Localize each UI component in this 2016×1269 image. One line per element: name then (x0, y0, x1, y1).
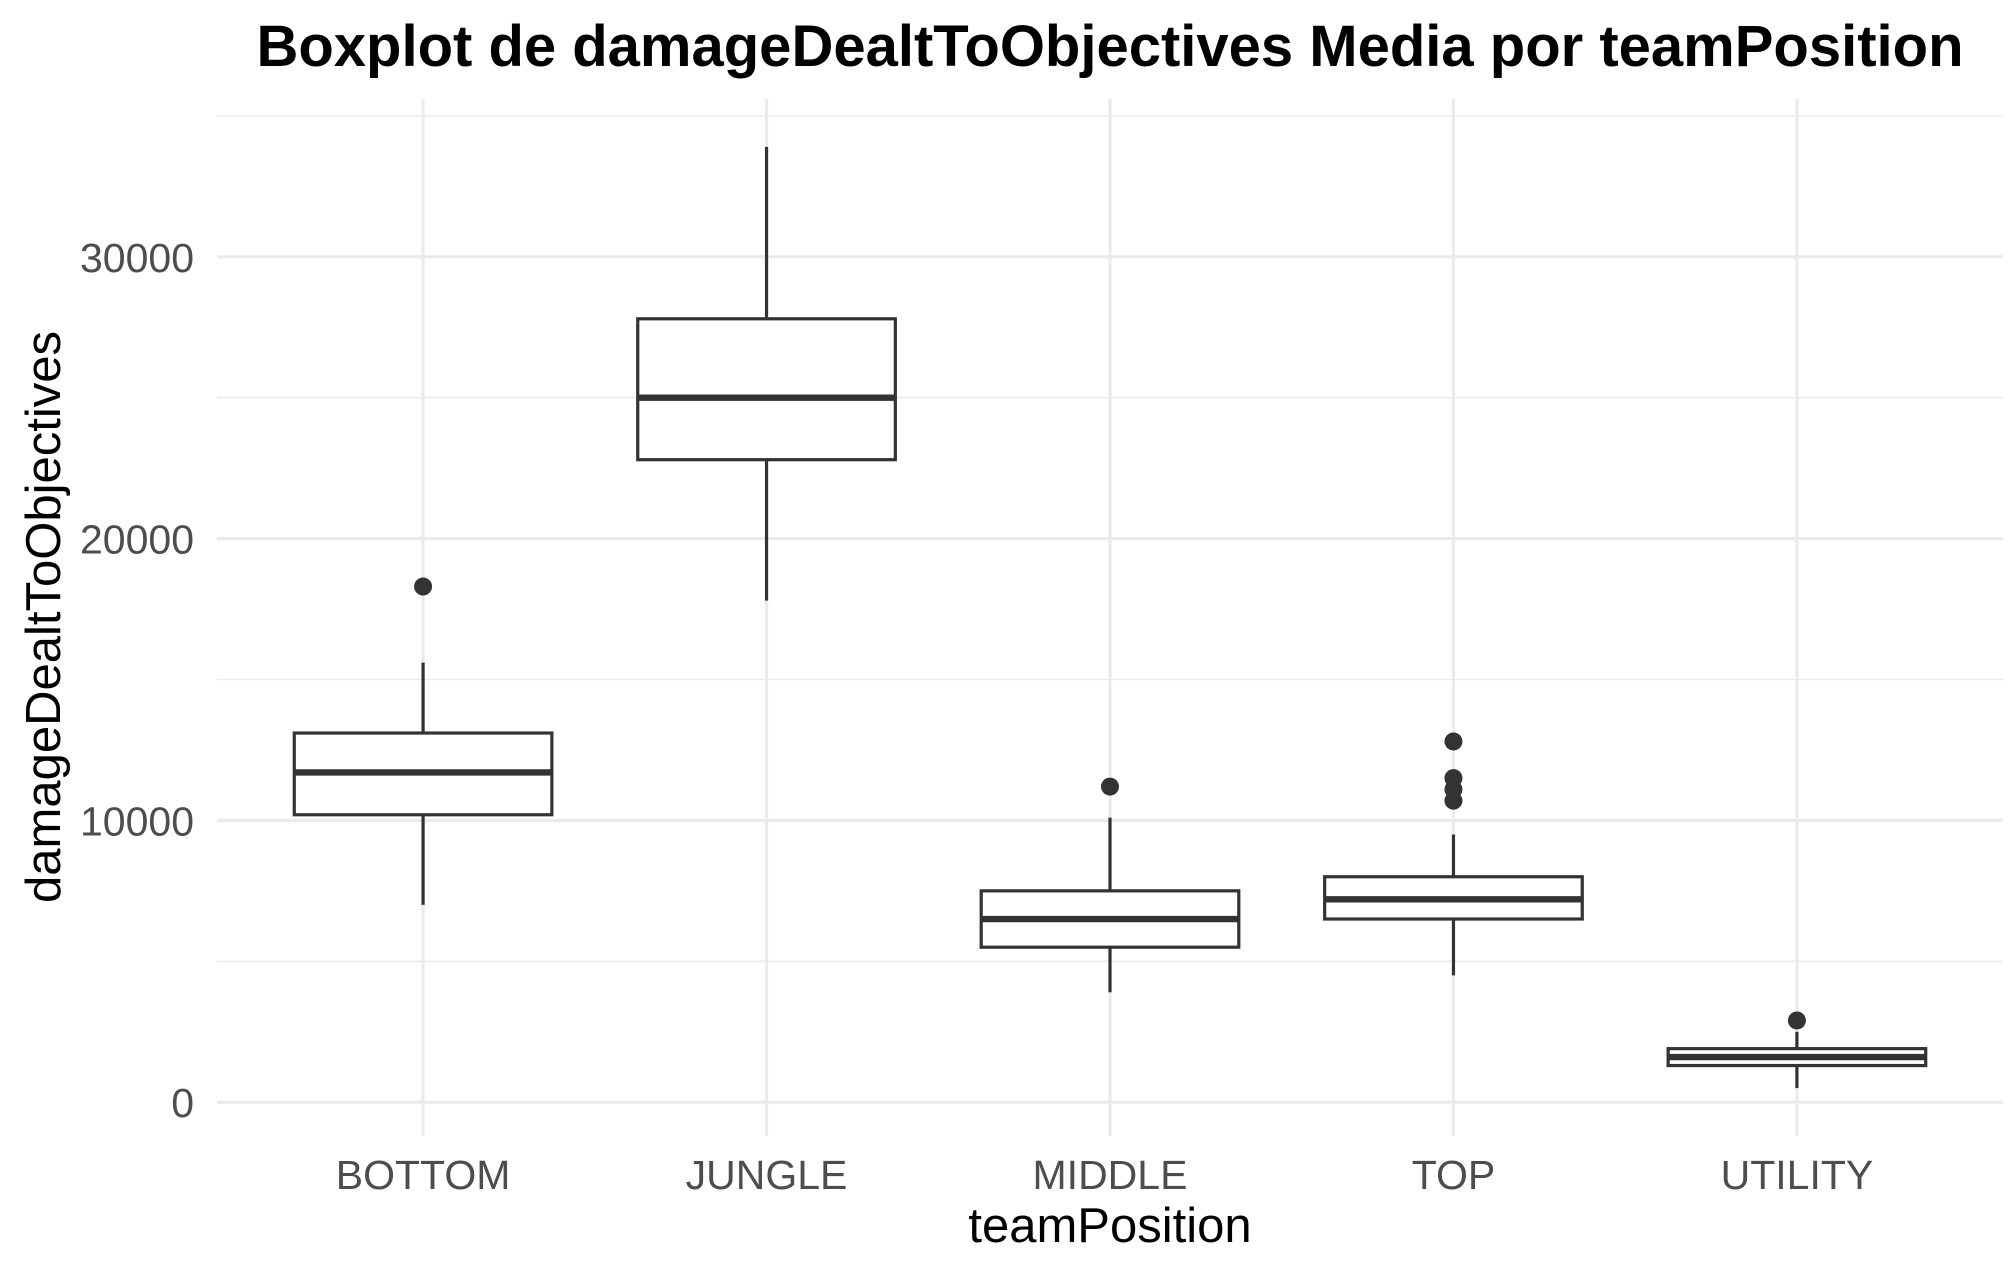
x-tick-label: JUNGLE (686, 1152, 848, 1198)
boxplot-top (1323, 732, 1584, 976)
x-tick-label: BOTTOM (336, 1152, 511, 1198)
y-tick-label: 30000 (80, 235, 194, 281)
x-tick-label: UTILITY (1721, 1152, 1874, 1198)
chart-title: Boxplot de damageDealtToObjectives Media… (256, 14, 1963, 79)
y-tick-label: 0 (171, 1080, 194, 1126)
x-tick-label: TOP (1412, 1152, 1496, 1198)
y-tick-label: 10000 (80, 798, 194, 844)
y-tick-labels: 0 10000 20000 30000 (80, 235, 194, 1126)
x-tick-labels: BOTTOM JUNGLE MIDDLE TOP UTILITY (336, 1152, 1873, 1198)
outlier-bottom (414, 577, 433, 596)
y-tick-label: 20000 (80, 517, 194, 563)
boxplot-utility (1666, 1011, 1928, 1089)
boxplot-middle (979, 777, 1241, 993)
x-tick-label: MIDDLE (1033, 1152, 1188, 1198)
boxes (292, 146, 1928, 1089)
outlier-top (1444, 732, 1463, 751)
boxplot-bottom (292, 577, 554, 905)
x-axis-title: teamPosition (968, 1199, 1251, 1253)
boxplot-jungle (636, 146, 897, 601)
y-axis-title: damageDealtToObjectives (17, 331, 71, 903)
outlier-top (1444, 769, 1463, 788)
outlier-utility (1787, 1011, 1806, 1030)
box-jungle (636, 317, 897, 462)
outlier-middle (1101, 777, 1119, 796)
